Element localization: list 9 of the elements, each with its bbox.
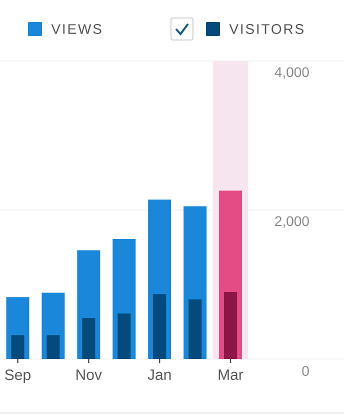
y-tick-label: 2,000 [275, 216, 309, 228]
legend-label: VISITORS [229, 24, 304, 34]
y-tick-label: 0 [302, 366, 309, 376]
y-tick-label: 4,000 [274, 67, 309, 79]
x-tick-label: Sep [5, 370, 30, 384]
x-tick-label: Nov [76, 370, 102, 380]
legend-label: VIEWS [51, 24, 102, 34]
x-tick-label: Mar [218, 370, 244, 380]
x-tick-label: Jan [148, 370, 171, 380]
